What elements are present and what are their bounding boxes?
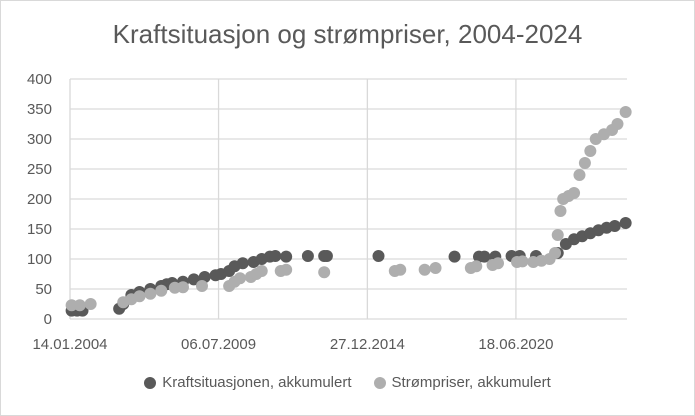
data-point-strompriser bbox=[133, 290, 146, 303]
y-tick-label: 150 bbox=[27, 221, 52, 238]
data-point-strompriser bbox=[584, 145, 597, 157]
data-point-strompriser bbox=[578, 157, 591, 169]
data-point-strompriser bbox=[195, 280, 208, 292]
data-point-kraftsituasjonen bbox=[301, 250, 314, 262]
legend-item-strompriser: Strømpriser, akkumulert bbox=[373, 374, 551, 391]
data-point-kraftsituasjonen bbox=[269, 250, 282, 262]
data-point-strompriser bbox=[280, 263, 293, 276]
x-tick-label: 14.01.2004 bbox=[32, 336, 107, 353]
data-point-kraftsituasjonen bbox=[198, 271, 211, 283]
legend-marker-dark bbox=[144, 376, 157, 389]
y-tick-label: 50 bbox=[35, 281, 52, 298]
y-tick-label: 300 bbox=[27, 131, 52, 148]
data-point-strompriser bbox=[554, 205, 567, 217]
data-point-strompriser bbox=[549, 247, 562, 259]
data-point-strompriser bbox=[84, 298, 97, 310]
data-point-strompriser bbox=[429, 262, 442, 274]
x-tick-label: 18.06.2020 bbox=[478, 336, 553, 353]
data-point-strompriser bbox=[551, 229, 564, 241]
data-point-strompriser bbox=[611, 118, 624, 130]
data-point-kraftsituasjonen bbox=[236, 257, 249, 270]
y-tick-label: 200 bbox=[27, 191, 52, 208]
data-point-kraftsituasjonen bbox=[448, 250, 461, 263]
data-point-kraftsituasjonen bbox=[187, 273, 200, 286]
data-point-strompriser bbox=[418, 263, 431, 276]
data-point-kraftsituasjonen bbox=[320, 250, 333, 262]
legend: Kraftsituasjonen, akkumulert Strømpriser… bbox=[1, 374, 694, 391]
data-point-kraftsituasjonen bbox=[608, 220, 621, 232]
legend-label: Strømpriser, akkumulert bbox=[391, 374, 551, 391]
y-tick-label: 250 bbox=[27, 161, 52, 178]
data-point-strompriser bbox=[176, 281, 189, 294]
data-point-strompriser bbox=[394, 263, 407, 276]
data-point-strompriser bbox=[516, 255, 529, 268]
data-point-strompriser bbox=[619, 106, 632, 118]
y-tick-label: 400 bbox=[27, 71, 52, 88]
y-tick-label: 0 bbox=[44, 311, 52, 328]
data-point-kraftsituasjonen bbox=[478, 250, 491, 263]
legend-item-kraftsituasjonen: Kraftsituasjonen, akkumulert bbox=[144, 374, 352, 391]
data-point-strompriser bbox=[144, 287, 157, 300]
data-point-strompriser bbox=[568, 187, 581, 199]
chart-title: Kraftsituasjon og strømpriser, 2004-2024 bbox=[112, 19, 583, 49]
legend-label: Kraftsituasjonen, akkumulert bbox=[162, 374, 352, 391]
x-tick-label: 06.07.2009 bbox=[181, 336, 256, 353]
data-point-kraftsituasjonen bbox=[280, 250, 293, 263]
data-point-strompriser bbox=[155, 284, 168, 297]
y-tick-label: 100 bbox=[27, 251, 52, 268]
data-point-strompriser bbox=[255, 265, 268, 277]
data-point-strompriser bbox=[234, 272, 247, 285]
data-point-strompriser bbox=[492, 257, 505, 270]
data-point-strompriser bbox=[573, 169, 586, 181]
data-point-kraftsituasjonen bbox=[372, 250, 385, 262]
data-point-strompriser bbox=[73, 299, 86, 312]
data-point-kraftsituasjonen bbox=[619, 217, 632, 229]
x-tick-label: 27.12.2014 bbox=[330, 336, 405, 353]
legend-marker-light bbox=[373, 376, 386, 389]
data-point-strompriser bbox=[470, 260, 483, 273]
y-tick-label: 350 bbox=[27, 101, 52, 118]
data-point-strompriser bbox=[318, 266, 331, 279]
